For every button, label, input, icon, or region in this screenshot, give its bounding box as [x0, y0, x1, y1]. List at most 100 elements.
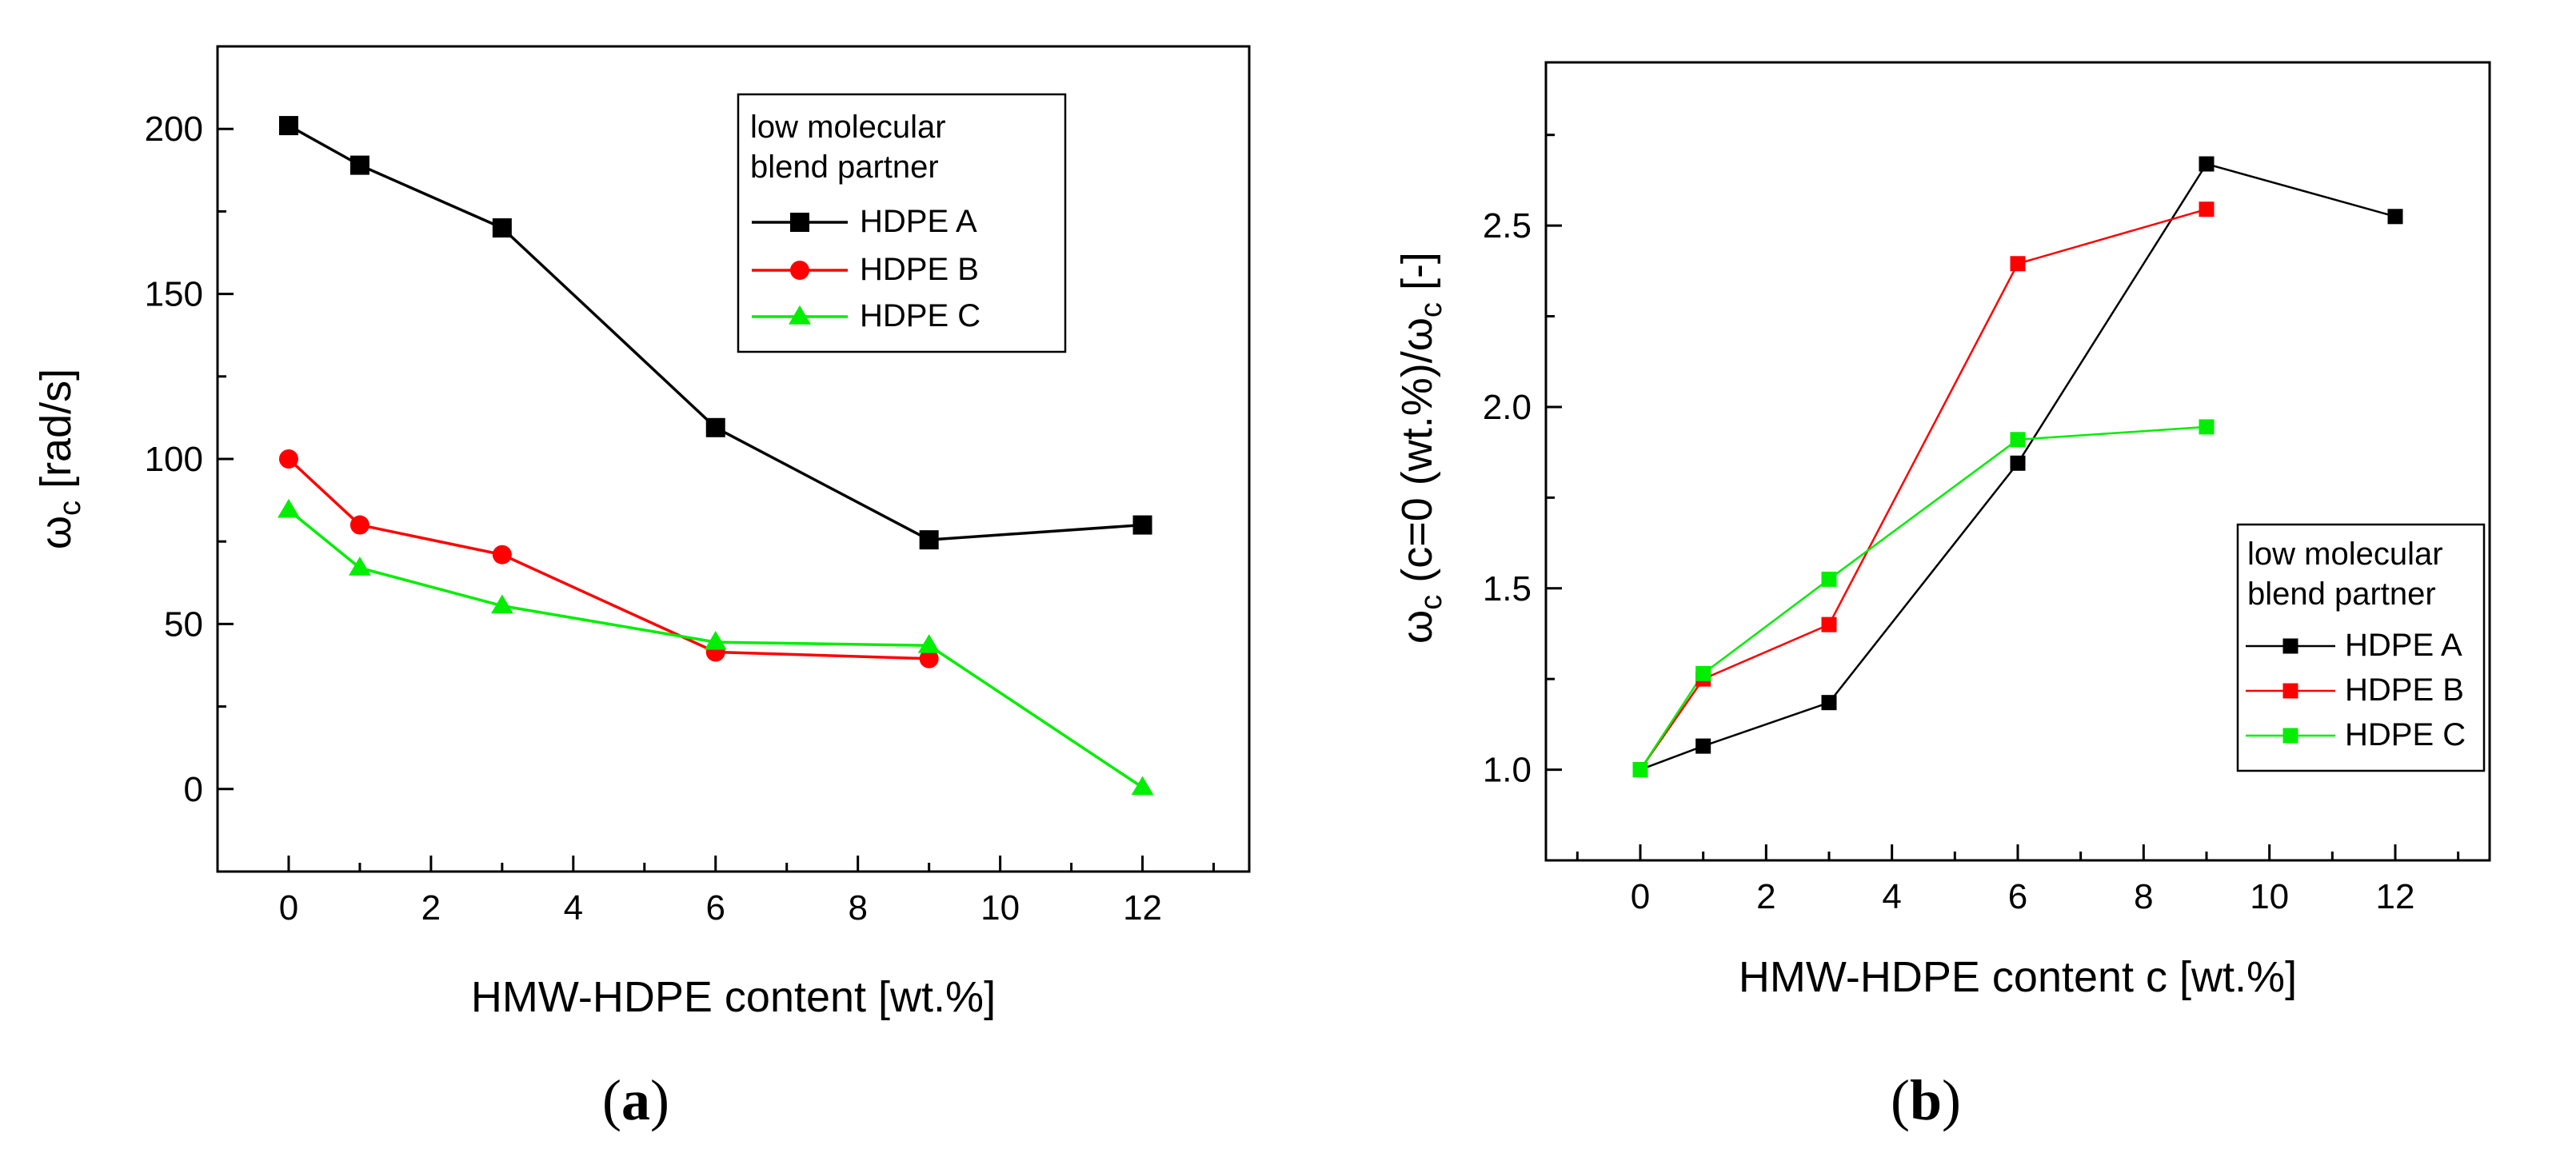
b-data-point-hdpe-b: [2010, 256, 2026, 272]
a-xtick-label: 8: [848, 888, 867, 928]
b-data-point-hdpe-c: [1632, 762, 1648, 778]
b-ytick-label: 1.0: [1483, 751, 1532, 790]
a-legend-label-hdpe-b: HDPE B: [860, 252, 979, 287]
b-xtick-label: 6: [2008, 877, 2027, 916]
a-caption-close: ): [650, 1068, 669, 1132]
b-ytick-label: 2.0: [1483, 388, 1532, 427]
b-legend-marker-hdpe-b: [2282, 683, 2298, 699]
a-data-point-hdpe-b: [349, 515, 369, 535]
panel-a-series: [278, 116, 1154, 796]
a-data-point-hdpe-c: [349, 557, 371, 576]
a-data-point-hdpe-a: [705, 417, 725, 437]
a-xtick-label: 6: [706, 888, 725, 928]
panel-a-ticks: [216, 45, 1216, 873]
a-ytick-label: 50: [164, 604, 203, 644]
a-series-line-hdpe-c: [287, 509, 1144, 789]
b-data-point-hdpe-c: [1695, 665, 1711, 681]
b-legend-marker-hdpe-c: [2282, 728, 2298, 744]
a-ylabel-symbol: ω: [32, 516, 80, 549]
a-data-point-hdpe-b: [919, 648, 939, 668]
a-data-point-hdpe-c: [1131, 776, 1154, 796]
a-data-point-hdpe-a: [278, 116, 298, 136]
a-caption-open: (: [602, 1068, 621, 1132]
panel-a-y-axis-label: ωc [rad/s]: [32, 369, 87, 549]
panel-a: 0 2 4 6 8 10 12 0 50 100 150 200 HMW-HDP…: [32, 45, 1251, 1132]
b-data-point-hdpe-b: [2199, 201, 2215, 217]
a-data-point-hdpe-a: [492, 218, 512, 238]
panel-b: 0 2 4 6 8 10 12 1.0 1.5 2.0 2.5 HMW-HDPE…: [1393, 61, 2491, 1132]
b-caption-open: (: [1891, 1068, 1910, 1132]
b-xtick-label: 10: [2250, 877, 2289, 916]
b-ytick-label: 1.5: [1483, 569, 1532, 608]
a-data-point-hdpe-a: [1132, 515, 1152, 535]
a-data-point-hdpe-a: [349, 155, 369, 175]
b-data-point-hdpe-c: [2199, 419, 2215, 435]
a-caption-letter: a: [621, 1068, 650, 1132]
b-series-line-hdpe-c: [1639, 425, 2207, 771]
b-data-point-hdpe-c: [2010, 432, 2026, 448]
b-data-point-hdpe-a: [1821, 695, 1837, 711]
b-legend-title-line2: blend partner: [2247, 577, 2436, 612]
b-data-point-hdpe-c: [1821, 571, 1837, 587]
a-data-point-hdpe-c: [917, 634, 941, 653]
b-data-point-hdpe-a: [2010, 455, 2026, 471]
a-xtick-label: 10: [980, 888, 1020, 928]
panel-b-series: [1632, 156, 2403, 778]
panel-a-legend: low molecular blend partner HDPE A HDPE …: [737, 93, 1067, 353]
b-legend-title-line1: low molecular: [2247, 537, 2443, 572]
a-ytick-label: 200: [145, 110, 203, 149]
panel-a-caption: (a): [602, 1068, 669, 1132]
a-xtick-label: 2: [421, 888, 441, 928]
panel-a-x-tick-labels: 0 2 4 6 8 10 12: [279, 888, 1162, 928]
panel-b-x-axis-label: HMW-HDPE content c [wt.%]: [1739, 953, 2297, 1001]
b-xtick-label: 4: [1882, 877, 1901, 916]
b-series-line-hdpe-b: [1639, 208, 2207, 771]
a-legend-marker-hdpe-b: [790, 261, 809, 280]
b-ylabel-subscript: c: [1415, 595, 1448, 610]
panel-b-y-axis-label: ωc (c=0 (wt.%)/ωc [-]: [1393, 252, 1448, 644]
a-data-point-hdpe-b: [278, 449, 298, 469]
a-data-point-hdpe-c: [704, 630, 727, 650]
a-xtick-label: 12: [1123, 888, 1162, 928]
b-legend-label-hdpe-a: HDPE A: [2345, 628, 2462, 663]
panel-a-y-tick-labels: 0 50 100 150 200: [145, 110, 203, 809]
a-data-point-hdpe-c: [490, 594, 513, 614]
b-data-point-hdpe-a: [2387, 209, 2403, 225]
a-legend-label-hdpe-a: HDPE A: [860, 204, 977, 239]
b-legend-entries: [2246, 638, 2335, 744]
b-ylabel-rest: [-]: [1393, 252, 1441, 302]
a-ytick-label: 150: [145, 275, 203, 314]
panel-b-y-tick-labels: 1.0 1.5 2.0 2.5: [1483, 206, 1532, 789]
a-legend-marker-hdpe-c: [789, 305, 811, 325]
b-xtick-label: 12: [2376, 877, 2415, 916]
panel-a-x-axis-label: HMW-HDPE content [wt.%]: [471, 973, 996, 1021]
a-ylabel-rest: [rad/s]: [32, 369, 80, 501]
panel-b-ticks: [1546, 134, 2460, 862]
b-caption-letter: b: [1910, 1068, 1942, 1132]
b-legend-marker-hdpe-a: [2282, 638, 2298, 654]
a-series-line-hdpe-a: [288, 124, 1143, 541]
b-ylabel-subscript2: c: [1415, 302, 1448, 317]
a-data-point-hdpe-a: [919, 530, 939, 550]
b-legend-label-hdpe-b: HDPE B: [2345, 672, 2464, 708]
a-xtick-label: 0: [279, 888, 298, 928]
a-legend-label-hdpe-c: HDPE C: [860, 298, 980, 333]
panel-b-x-tick-labels: 0 2 4 6 8 10 12: [1631, 877, 2415, 916]
a-data-point-hdpe-c: [278, 498, 300, 518]
b-xtick-label: 8: [2134, 877, 2153, 916]
b-data-point-hdpe-a: [2199, 156, 2215, 172]
b-ylabel-mid: (c=0 (wt.%)/: [1393, 351, 1441, 595]
b-legend-label-hdpe-c: HDPE C: [2345, 717, 2466, 752]
a-ytick-label: 100: [145, 440, 203, 479]
b-caption-close: ): [1942, 1068, 1961, 1132]
a-ytick-label: 0: [184, 770, 203, 809]
a-xtick-label: 4: [564, 888, 583, 928]
b-series-line-hdpe-a: [1639, 162, 2396, 771]
b-xtick-label: 2: [1756, 877, 1775, 916]
b-data-point-hdpe-b: [1821, 616, 1837, 632]
b-data-point-hdpe-a: [1695, 738, 1711, 754]
a-legend-title-line1: low molecular: [750, 110, 946, 145]
a-ylabel-subscript: c: [54, 501, 87, 516]
b-ylabel-symbol: ω: [1393, 610, 1441, 644]
